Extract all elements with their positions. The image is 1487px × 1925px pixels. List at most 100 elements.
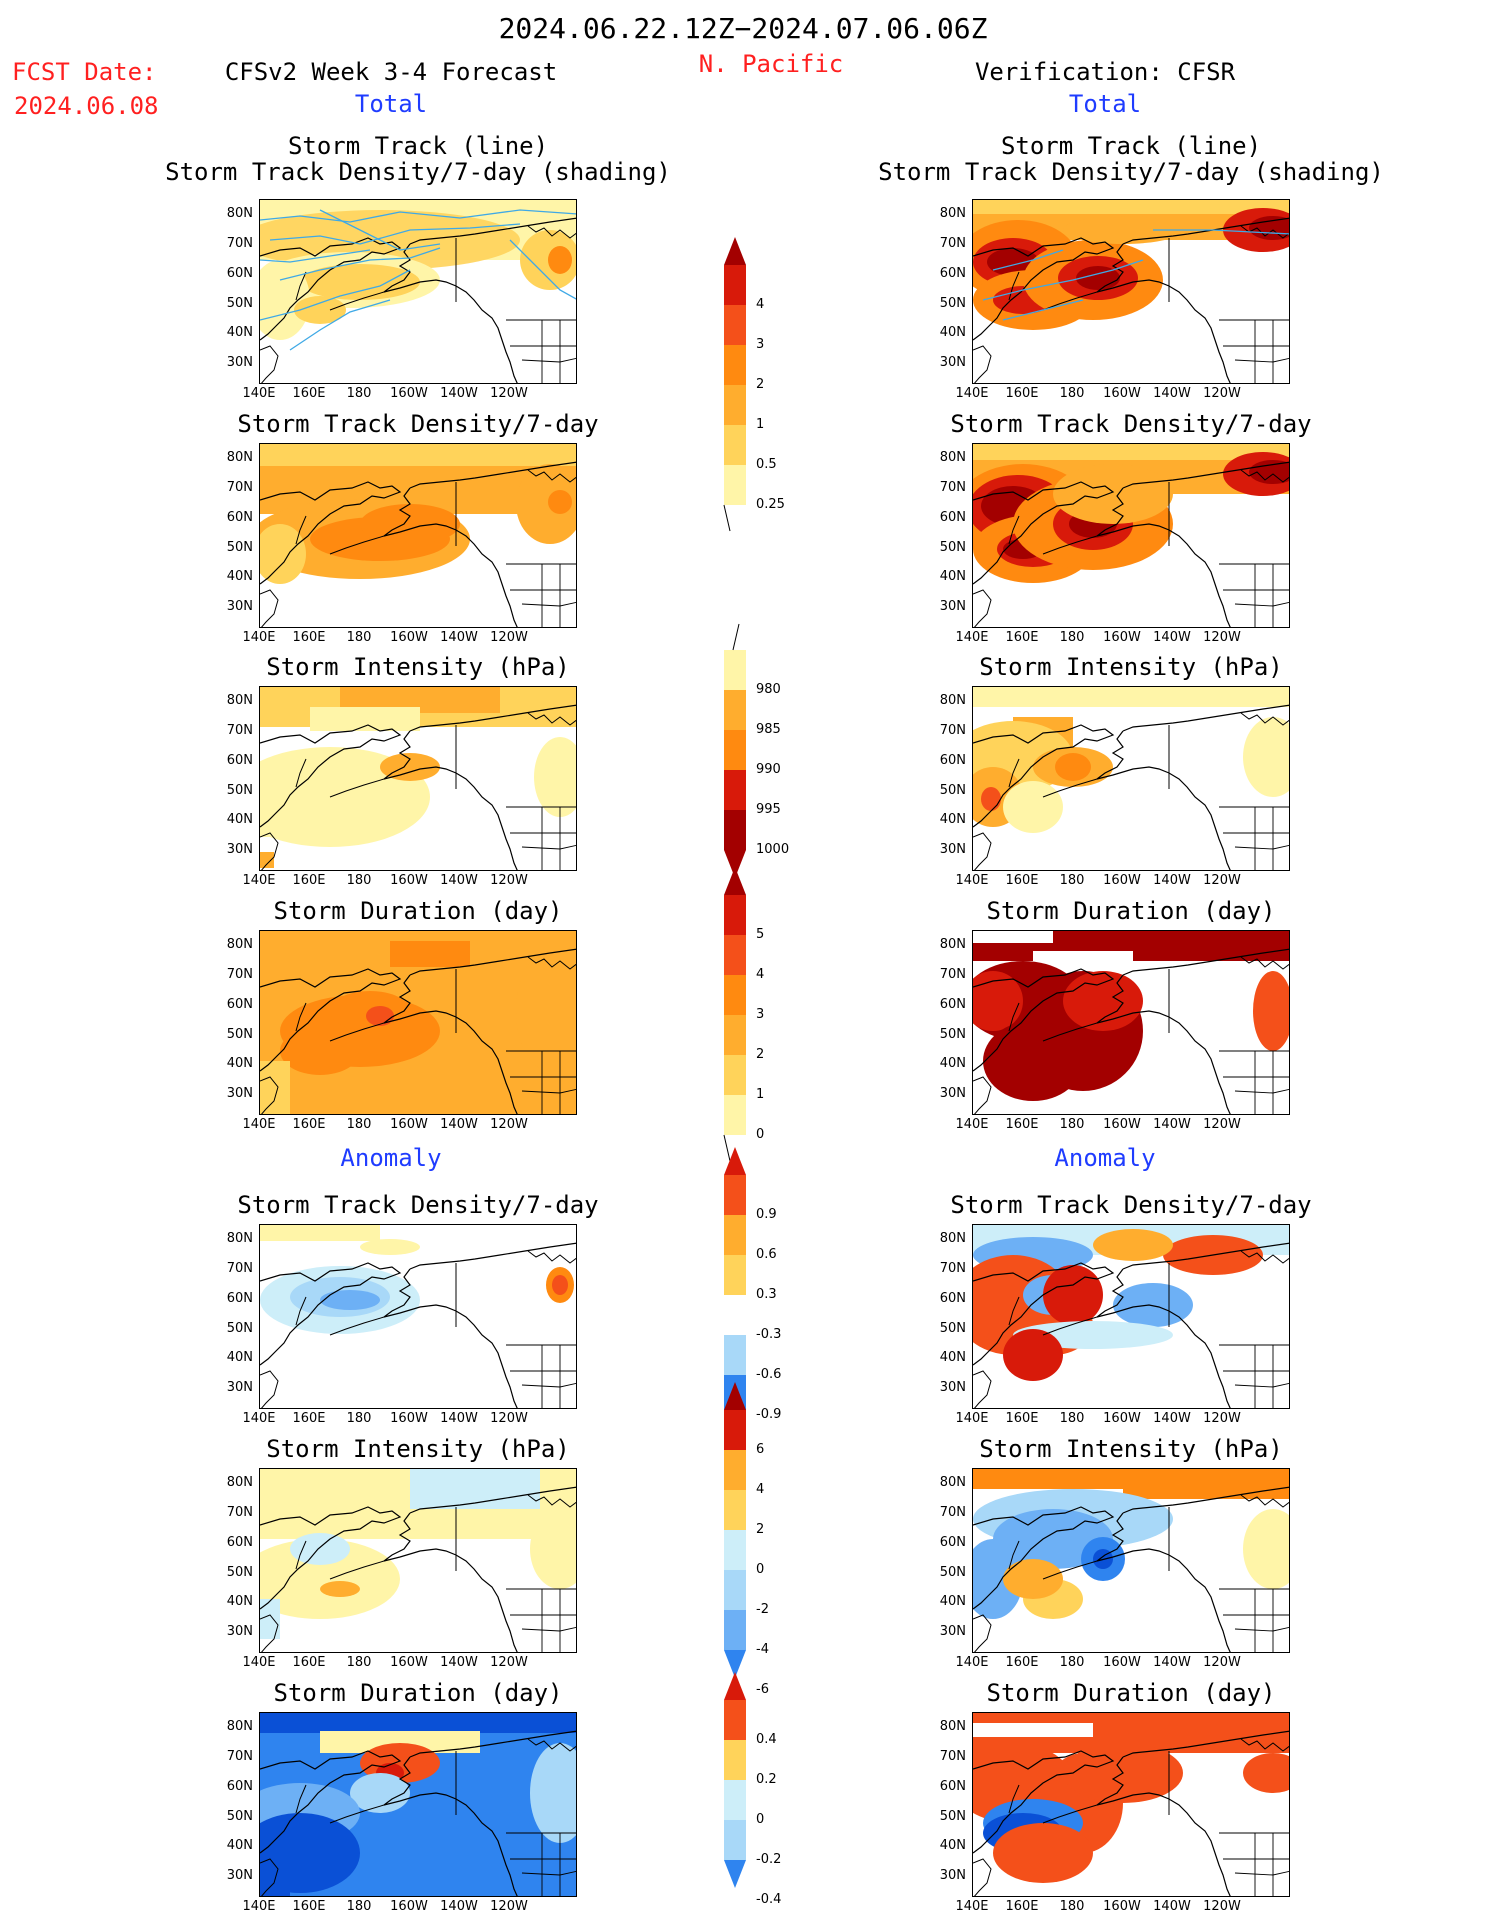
latitude-label: 70N	[939, 1505, 966, 1520]
longitude-label: 140E	[955, 1411, 989, 1426]
forecast-title: CFSv2 Week 3-4 Forecast	[224, 58, 558, 86]
latitude-label: 70N	[939, 967, 966, 982]
duration-colorbar-label: 2	[756, 1047, 765, 1062]
latitude-label: 40N	[226, 1594, 253, 1609]
longitude-label: 120W	[490, 630, 528, 645]
latitude-label: 80N	[939, 1231, 966, 1246]
longitude-label: 120W	[490, 873, 528, 888]
longitude-label: 160E	[1005, 630, 1039, 645]
density-anomaly-colorbar-label: 0.9	[756, 1207, 777, 1222]
latitude-label: 80N	[226, 450, 253, 465]
latitude-label: 70N	[226, 1505, 253, 1520]
longitude-label: 160E	[1005, 386, 1039, 401]
longitude-label: 140E	[242, 1411, 276, 1426]
longitude-label: 180	[1059, 1899, 1085, 1914]
longitude-label: 140W	[440, 873, 478, 888]
left-anomaly-label: Anomaly	[340, 1144, 442, 1172]
longitude-label: 140W	[440, 1117, 478, 1132]
duration-colorbar	[723, 867, 746, 1162]
forecast-panel-title: Storm Intensity (hPa)	[266, 1435, 570, 1463]
longitude-label: 160E	[1005, 1117, 1039, 1132]
longitude-label: 120W	[1203, 1411, 1241, 1426]
forecast-map-panel	[259, 1468, 577, 1653]
latitude-label: 30N	[939, 355, 966, 370]
longitude-label: 140E	[955, 1117, 989, 1132]
verification-panel-title: Storm Track Density/7-day	[950, 1191, 1312, 1219]
intensity-colorbar-label: 980	[756, 682, 781, 697]
verification-panel-title: Storm Duration (day)	[986, 1679, 1276, 1707]
longitude-label: 140E	[242, 873, 276, 888]
latitude-label: 70N	[939, 723, 966, 738]
latitude-label: 30N	[226, 1624, 253, 1639]
latitude-label: 50N	[939, 1809, 966, 1824]
longitude-label: 120W	[1203, 630, 1241, 645]
longitude-label: 120W	[490, 1411, 528, 1426]
forecast-map-panel	[259, 1712, 577, 1897]
longitude-label: 140W	[1153, 1411, 1191, 1426]
forecast-panel-subtitle: Storm Track Density/7-day (shading)	[165, 158, 671, 186]
longitude-label: 140W	[1153, 1117, 1191, 1132]
latitude-label: 30N	[939, 599, 966, 614]
latitude-label: 60N	[226, 1291, 253, 1306]
latitude-label: 70N	[226, 1749, 253, 1764]
longitude-label: 160W	[1103, 630, 1141, 645]
longitude-label: 160W	[390, 386, 428, 401]
latitude-label: 50N	[226, 783, 253, 798]
latitude-label: 50N	[226, 1027, 253, 1042]
latitude-label: 40N	[939, 812, 966, 827]
verification-panel-title: Storm Intensity (hPa)	[979, 1435, 1283, 1463]
right-total-label: Total	[1068, 90, 1142, 118]
latitude-label: 50N	[226, 1321, 253, 1336]
longitude-label: 160W	[1103, 1411, 1141, 1426]
longitude-label: 180	[1059, 1411, 1085, 1426]
longitude-label: 140E	[242, 1655, 276, 1670]
latitude-label: 80N	[939, 937, 966, 952]
longitude-label: 160E	[1005, 1655, 1039, 1670]
latitude-label: 50N	[226, 296, 253, 311]
density-colorbar-label: 4	[756, 297, 765, 312]
latitude-label: 40N	[226, 812, 253, 827]
longitude-label: 160W	[390, 1655, 428, 1670]
latitude-label: 30N	[226, 599, 253, 614]
latitude-label: 30N	[939, 1868, 966, 1883]
longitude-label: 160E	[1005, 873, 1039, 888]
latitude-label: 40N	[226, 1056, 253, 1071]
density-anomaly-colorbar-label: -0.6	[756, 1367, 782, 1382]
forecast-panel-title: Storm Track Density/7-day	[237, 410, 599, 438]
intensity-anomaly-colorbar-label: 6	[756, 1442, 765, 1457]
longitude-label: 140E	[242, 1899, 276, 1914]
latitude-label: 40N	[939, 1594, 966, 1609]
longitude-label: 160E	[292, 1117, 326, 1132]
intensity-anomaly-colorbar-label: -2	[756, 1602, 769, 1617]
longitude-label: 160W	[1103, 1117, 1141, 1132]
longitude-label: 140E	[955, 630, 989, 645]
verification-map-panel	[972, 199, 1290, 384]
latitude-label: 40N	[226, 1838, 253, 1853]
intensity-colorbar-label: 995	[756, 802, 781, 817]
longitude-label: 140E	[242, 630, 276, 645]
longitude-label: 140W	[440, 1411, 478, 1426]
verification-map-panel	[972, 443, 1290, 628]
latitude-label: 80N	[226, 1475, 253, 1490]
latitude-label: 50N	[226, 1809, 253, 1824]
latitude-label: 80N	[226, 1719, 253, 1734]
region-label: N. Pacific	[698, 50, 844, 78]
latitude-label: 70N	[939, 480, 966, 495]
longitude-label: 120W	[490, 1655, 528, 1670]
latitude-label: 30N	[226, 842, 253, 857]
latitude-label: 70N	[939, 1261, 966, 1276]
latitude-label: 60N	[226, 1535, 253, 1550]
longitude-label: 120W	[490, 1899, 528, 1914]
longitude-label: 140E	[955, 1655, 989, 1670]
latitude-label: 80N	[939, 206, 966, 221]
verification-panel-subtitle: Storm Track Density/7-day (shading)	[878, 158, 1384, 186]
longitude-label: 140W	[440, 386, 478, 401]
intensity-anomaly-colorbar-label: -4	[756, 1642, 769, 1657]
latitude-label: 60N	[939, 510, 966, 525]
longitude-label: 160E	[292, 1411, 326, 1426]
verification-map-panel	[972, 1224, 1290, 1409]
intensity-anomaly-colorbar-label: 4	[756, 1482, 765, 1497]
latitude-label: 40N	[226, 325, 253, 340]
latitude-label: 50N	[226, 540, 253, 555]
latitude-label: 60N	[226, 266, 253, 281]
